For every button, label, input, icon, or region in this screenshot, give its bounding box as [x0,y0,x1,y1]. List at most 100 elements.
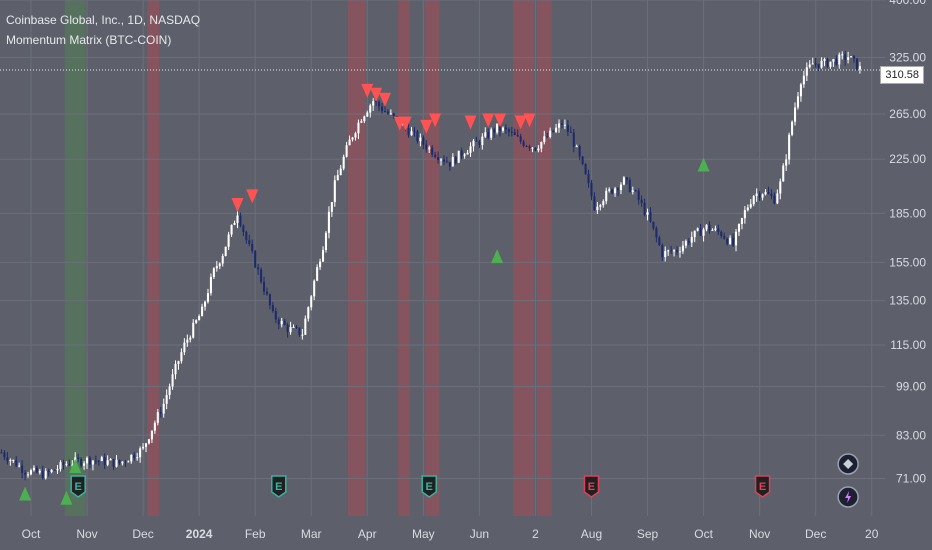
candle-body [661,245,664,258]
candle-body [401,123,404,126]
candle-body [38,470,41,473]
y-tick-label: 83.00 [896,428,926,442]
candle-body [3,452,6,458]
y-tick-label: 135.00 [889,294,926,308]
candle-body [65,463,68,465]
candle-body [720,231,723,237]
candle-body [658,237,661,246]
sell-signal-triangle [482,113,495,128]
candle-body [593,196,596,210]
candle-body [729,237,732,244]
y-tick-label: 99.00 [896,379,926,393]
candle-body [316,267,319,281]
candle-body [439,159,443,161]
candle-body [103,457,106,465]
candle-body [298,327,301,335]
candle-body [159,412,162,414]
candle-body [796,96,800,108]
candle-body [336,175,339,181]
candle-body [681,245,684,252]
earnings-marker-icon[interactable] [583,475,600,498]
candle-body [667,250,670,252]
candle-body [431,147,434,155]
candle-body [687,240,690,243]
candle-body [743,210,746,219]
candle-body [227,234,230,247]
candle-body [392,113,395,117]
x-tick-label: May [412,527,435,541]
candle-body [847,57,850,60]
candle-body [24,472,27,475]
candle-body [115,459,118,467]
candle-body [584,163,587,175]
candle-body [540,141,543,149]
candle-body [186,339,189,343]
candle-body [380,106,384,112]
candle-body [537,148,540,151]
candle-body [649,212,652,222]
sell-zone [536,0,552,516]
candle-body [557,123,561,128]
candle-body [26,474,30,476]
candle-body [416,131,419,142]
buy-zone [64,0,86,516]
candle-body [811,63,814,65]
candle-body [265,291,269,295]
candle-body [705,224,708,230]
candle-body [80,459,83,466]
candle-body [832,59,835,62]
candle-body [466,152,469,155]
candle-body [301,334,304,336]
candle-body [445,161,448,163]
earnings-marker-icon[interactable] [70,475,86,498]
candle-body [425,144,428,150]
candle-body [218,263,221,267]
candle-body [348,139,351,146]
candle-body [180,352,183,362]
candle-body [510,131,513,133]
earnings-marker-icon[interactable] [754,475,771,498]
candle-body [637,190,640,200]
candle-body [153,422,156,431]
candle-body [292,326,295,328]
candle-body [734,231,738,246]
x-tick-label: Aug [581,527,602,541]
candle-body [708,224,711,231]
earnings-marker-icon[interactable] [421,475,437,498]
candle-body [814,63,817,65]
candle-body [236,215,239,223]
candle-body [690,237,693,243]
sell-zone [398,0,411,516]
candle-body [47,470,50,472]
candle-body [442,159,446,162]
candle-body [133,454,136,459]
candle-body [555,127,558,132]
candle-body [675,250,679,253]
candle-body [221,256,224,264]
sell-signal-triangle [231,198,244,213]
candle-body [295,326,298,328]
candle-body [304,318,307,335]
candle-body [407,127,410,136]
buy-signal-triangle [19,486,32,501]
x-tick-label: 2 [532,527,539,541]
candle-body [71,464,74,466]
sell-signal-triangle [370,87,383,102]
candle-body [324,232,328,250]
candle-body [32,467,35,471]
candle-body [785,159,788,166]
candle-body [41,470,44,479]
earnings-marker-icon[interactable] [271,475,287,498]
candle-body [192,322,195,338]
candle-body [91,460,94,465]
candle-body [802,75,805,85]
x-tick-label: Nov [749,527,770,541]
candle-body [130,454,133,462]
candle-body [268,294,271,306]
candle-body [737,224,741,232]
candle-body [469,146,472,153]
x-tick-label: Oct [22,527,41,541]
candle-body [616,188,620,191]
candle-body [313,280,316,297]
